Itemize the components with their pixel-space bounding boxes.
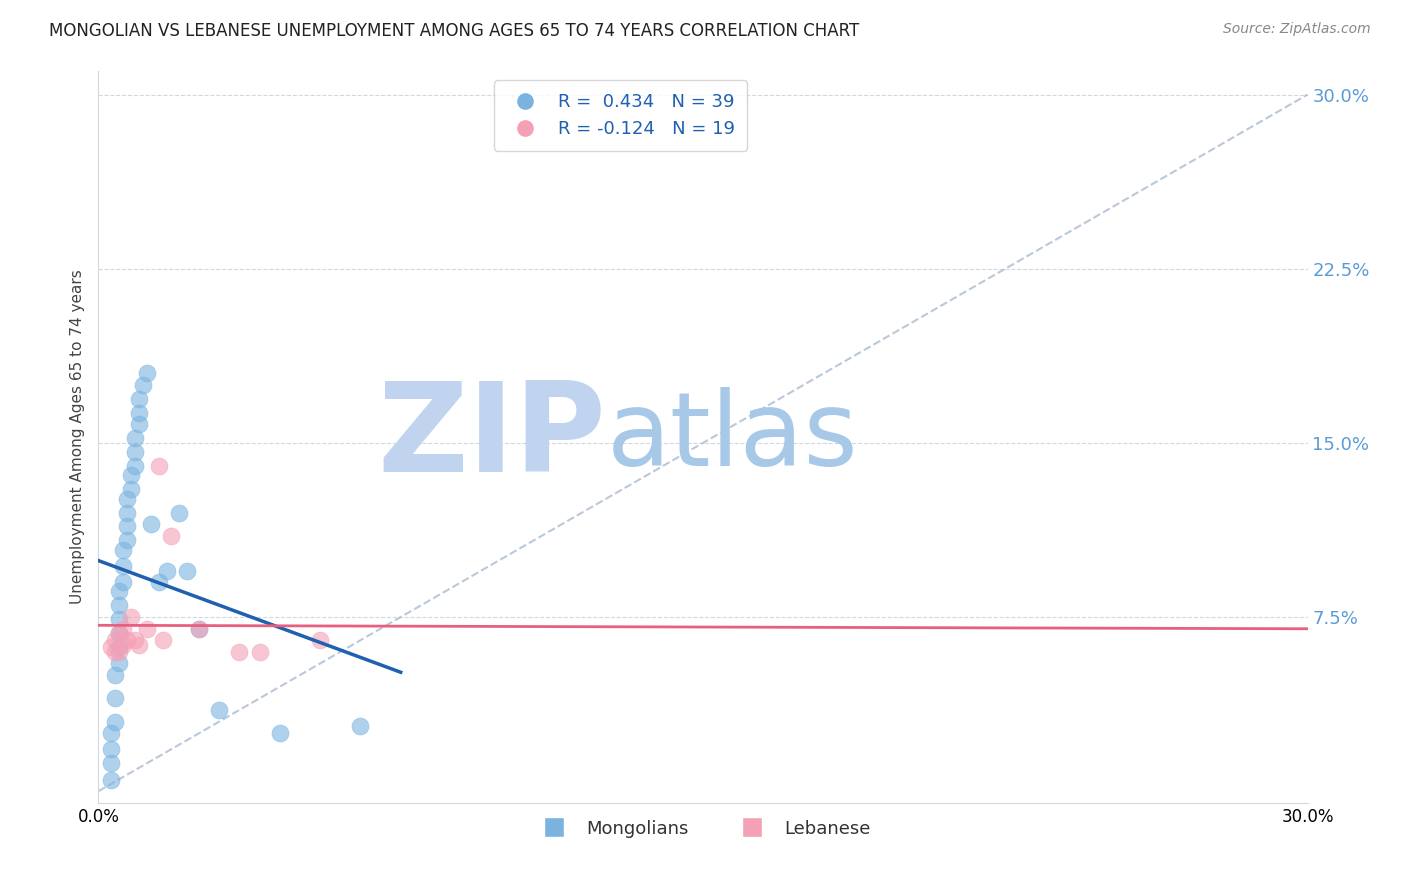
Point — [176, 564, 198, 578]
Point — [100, 756, 122, 771]
Point — [160, 529, 183, 543]
Point — [208, 703, 231, 717]
Point — [115, 519, 138, 533]
Point — [107, 657, 129, 671]
Point — [156, 564, 179, 578]
Point — [148, 575, 170, 590]
Point — [349, 719, 371, 733]
Point — [111, 542, 134, 557]
Point — [249, 645, 271, 659]
Point — [107, 640, 129, 655]
Point — [188, 622, 211, 636]
Point — [309, 633, 332, 648]
Point — [128, 392, 150, 406]
Point — [103, 714, 125, 729]
Point — [115, 533, 138, 548]
Point — [132, 377, 155, 392]
Point — [107, 584, 129, 599]
Text: Source: ZipAtlas.com: Source: ZipAtlas.com — [1223, 22, 1371, 37]
Point — [124, 445, 146, 459]
Point — [107, 599, 129, 613]
Legend: Mongolians, Lebanese: Mongolians, Lebanese — [529, 813, 877, 845]
Point — [152, 633, 174, 648]
Point — [107, 626, 129, 640]
Point — [103, 668, 125, 682]
Point — [111, 622, 134, 636]
Text: ZIP: ZIP — [378, 376, 606, 498]
Point — [120, 483, 142, 497]
Point — [135, 366, 157, 380]
Point — [107, 612, 129, 626]
Point — [115, 633, 138, 648]
Point — [115, 491, 138, 506]
Point — [124, 431, 146, 445]
Point — [100, 772, 122, 787]
Point — [103, 691, 125, 706]
Point — [188, 622, 211, 636]
Y-axis label: Unemployment Among Ages 65 to 74 years: Unemployment Among Ages 65 to 74 years — [69, 269, 84, 605]
Point — [120, 610, 142, 624]
Point — [139, 517, 162, 532]
Point — [148, 459, 170, 474]
Point — [128, 406, 150, 420]
Point — [124, 633, 146, 648]
Point — [124, 459, 146, 474]
Point — [103, 633, 125, 648]
Point — [100, 742, 122, 756]
Point — [269, 726, 291, 740]
Point — [128, 417, 150, 432]
Point — [228, 645, 250, 659]
Text: atlas: atlas — [606, 386, 858, 488]
Point — [103, 645, 125, 659]
Point — [107, 645, 129, 659]
Point — [100, 640, 122, 655]
Point — [107, 626, 129, 640]
Point — [100, 726, 122, 740]
Point — [120, 468, 142, 483]
Text: MONGOLIAN VS LEBANESE UNEMPLOYMENT AMONG AGES 65 TO 74 YEARS CORRELATION CHART: MONGOLIAN VS LEBANESE UNEMPLOYMENT AMONG… — [49, 22, 859, 40]
Point — [111, 558, 134, 573]
Point — [111, 575, 134, 590]
Point — [115, 506, 138, 520]
Point — [135, 622, 157, 636]
Point — [128, 638, 150, 652]
Point — [167, 506, 190, 520]
Point — [111, 638, 134, 652]
